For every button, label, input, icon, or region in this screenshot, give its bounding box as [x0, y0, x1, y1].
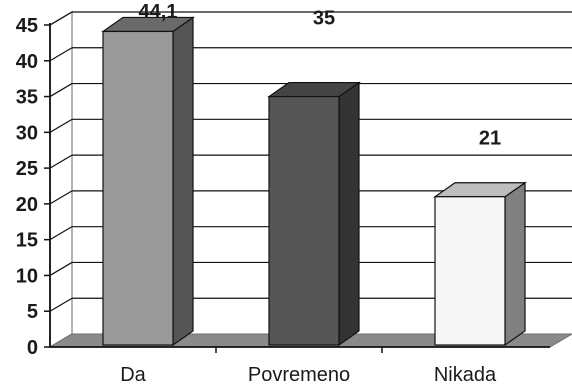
gridline-side [49, 154, 73, 169]
gridline-side [49, 190, 73, 205]
data-label: 44,1 [139, 1, 178, 23]
y-tick-label: 5 [27, 301, 38, 323]
x-tick-label: Nikada [434, 364, 497, 384]
chart-walls [49, 10, 73, 349]
x-tick-labels: Da Povremeno Nikada [120, 364, 497, 384]
bar-nikada [433, 181, 527, 347]
gridline-side [49, 261, 73, 276]
gridline-side [49, 118, 73, 133]
gridline-side [49, 83, 73, 98]
y-tick-label: 15 [16, 230, 38, 252]
bars [101, 16, 527, 347]
bar-side [338, 81, 360, 347]
bar-da [101, 16, 195, 347]
x-tick-label: Da [120, 364, 146, 384]
side-wall [49, 10, 73, 349]
y-tick-label: 40 [16, 51, 38, 73]
data-labels: 44,1 35 21 [139, 1, 502, 150]
y-tick-label: 35 [16, 87, 38, 109]
bar-front [434, 196, 506, 346]
bar-front [102, 30, 174, 346]
bar-side [172, 16, 194, 347]
gridline-side [49, 297, 73, 312]
y-tick-label: 10 [16, 265, 38, 287]
axes [44, 23, 550, 353]
data-label: 35 [313, 8, 335, 30]
y-tick-label: 30 [16, 122, 38, 144]
data-label: 21 [479, 128, 501, 150]
bar-side [504, 181, 526, 347]
bar-povremeno [267, 81, 361, 347]
gridline-side [49, 11, 73, 26]
bar-front [268, 95, 340, 346]
y-tick-labels: 0 5 10 15 20 25 30 35 40 45 [16, 15, 38, 359]
y-tick-label: 20 [16, 194, 38, 216]
x-tick-label: Povremeno [248, 364, 350, 384]
y-tick-label: 25 [16, 158, 38, 180]
y-tick-label: 0 [27, 337, 38, 359]
gridline-side [49, 47, 73, 62]
y-tick-label: 45 [16, 15, 38, 37]
gridline-side [49, 226, 73, 241]
